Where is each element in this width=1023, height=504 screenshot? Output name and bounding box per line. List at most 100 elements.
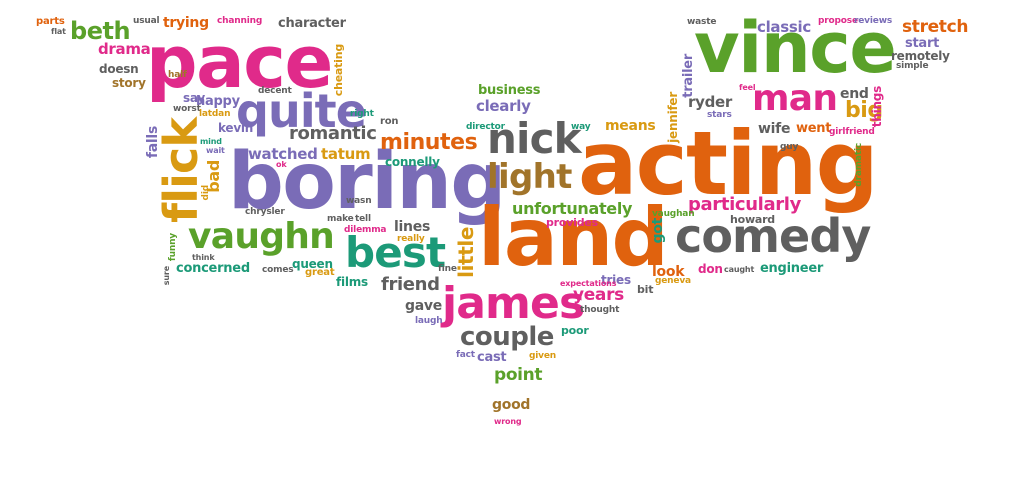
cloud-word-did: did bbox=[201, 185, 211, 201]
cloud-word-friend: friend bbox=[381, 274, 440, 295]
cloud-word-comes: comes bbox=[262, 265, 294, 275]
cloud-word-trying: trying bbox=[163, 15, 209, 31]
cloud-word-happy: happy bbox=[196, 94, 240, 109]
cloud-word-acting: acting bbox=[578, 112, 879, 215]
cloud-word-parts: parts bbox=[36, 16, 65, 27]
cloud-word-clearly: clearly bbox=[476, 97, 531, 115]
cloud-word-mind: mind bbox=[200, 137, 222, 146]
cloud-word-gave: gave bbox=[405, 298, 442, 314]
cloud-word-good: good bbox=[492, 397, 531, 413]
cloud-word-fact: fact bbox=[456, 350, 475, 360]
cloud-word-thought: thought bbox=[580, 305, 620, 315]
cloud-word-classic: classic bbox=[757, 18, 811, 36]
cloud-word-engineer: engineer bbox=[760, 261, 824, 276]
cloud-word-beth: beth bbox=[70, 17, 131, 45]
cloud-word-director: director bbox=[466, 122, 505, 132]
cloud-word-dilemma: dilemma bbox=[344, 225, 387, 235]
cloud-word-half: half bbox=[168, 70, 187, 80]
cloud-word-stars: stars bbox=[707, 110, 732, 120]
cloud-word-films: films bbox=[336, 275, 368, 289]
cloud-word-wife: wife bbox=[758, 121, 791, 137]
cloud-word-girlfriend: girlfriend bbox=[829, 127, 875, 137]
cloud-word-business: business bbox=[478, 83, 541, 98]
cloud-word-vince: vince bbox=[694, 7, 897, 89]
cloud-word-latdan: latdan bbox=[199, 109, 231, 119]
cloud-word-waste: waste bbox=[687, 17, 717, 27]
cloud-word-james: james bbox=[442, 278, 585, 329]
cloud-word-wait: wait bbox=[206, 146, 225, 155]
cloud-word-light: light bbox=[487, 157, 572, 197]
cloud-word-kevin: kevin bbox=[218, 121, 254, 135]
cloud-word-laugh: laugh bbox=[415, 316, 443, 326]
cloud-word-cast: cast bbox=[477, 350, 507, 365]
cloud-word-caught: caught bbox=[724, 265, 755, 274]
cloud-word-think: think bbox=[192, 253, 215, 262]
cloud-word-poor: poor bbox=[561, 324, 589, 337]
cloud-word-boring: boring bbox=[228, 137, 506, 227]
cloud-word-watched: watched bbox=[248, 145, 318, 163]
cloud-word-drama: drama bbox=[98, 40, 151, 58]
cloud-word-comedy: comedy bbox=[675, 209, 871, 263]
cloud-word-jennifer: jennifer bbox=[666, 92, 680, 143]
cloud-word-unfortunately: unfortunately bbox=[512, 199, 633, 218]
cloud-word-story: story bbox=[112, 76, 146, 90]
cloud-word-years: years bbox=[573, 285, 624, 305]
cloud-word-propose: propose bbox=[818, 16, 858, 26]
cloud-word-couple: couple bbox=[460, 322, 554, 352]
cloud-word-expectations: expectations bbox=[560, 279, 617, 288]
cloud-word-got: got bbox=[650, 218, 666, 244]
cloud-word-tries: tries bbox=[601, 273, 631, 287]
cloud-word-howard: howard bbox=[730, 213, 775, 226]
cloud-word-pace: pace bbox=[146, 20, 333, 104]
cloud-word-went: went bbox=[796, 121, 832, 136]
cloud-word-stretch: stretch bbox=[902, 17, 969, 37]
cloud-word-ron: ron bbox=[380, 116, 399, 127]
cloud-word-feel: feel bbox=[739, 83, 756, 92]
cloud-word-particularly: particularly bbox=[688, 194, 801, 215]
cloud-word-ok: ok bbox=[276, 160, 287, 169]
cloud-word-vaughan: vaughan bbox=[652, 209, 695, 219]
cloud-word-little: little bbox=[454, 227, 478, 278]
cloud-word-flick: flick bbox=[154, 118, 208, 223]
cloud-word-quite: quite bbox=[236, 84, 367, 138]
cloud-word-dramatic: dramatic bbox=[854, 143, 864, 187]
cloud-word-things: things bbox=[870, 86, 884, 128]
cloud-word-best: best bbox=[345, 228, 446, 277]
cloud-word-ryder: ryder bbox=[688, 93, 732, 111]
cloud-word-queen: queen bbox=[292, 257, 333, 271]
cloud-word-chrysler: chrysler bbox=[245, 207, 285, 217]
cloud-word-guy: guy bbox=[780, 142, 799, 152]
cloud-word-given: given bbox=[529, 351, 557, 361]
cloud-word-funny: funny bbox=[168, 233, 178, 262]
cloud-word-trailer: trailer bbox=[681, 54, 696, 98]
cloud-word-remotely: remotely bbox=[891, 49, 950, 63]
cloud-word-vaughn: vaughn bbox=[188, 216, 335, 257]
cloud-word-way: way bbox=[571, 122, 591, 132]
cloud-word-simple: simple bbox=[896, 61, 929, 71]
cloud-word-say: say bbox=[183, 91, 205, 105]
cloud-word-nick: nick bbox=[487, 114, 582, 163]
cloud-word-lines: lines bbox=[394, 219, 430, 235]
cloud-word-geneva: geneva bbox=[655, 276, 691, 286]
cloud-word-sure: sure bbox=[162, 266, 171, 286]
cloud-word-big: big bbox=[845, 98, 883, 123]
cloud-word-tatum: tatum bbox=[321, 145, 371, 163]
cloud-word-fine: fine bbox=[438, 264, 457, 274]
cloud-word-man: man bbox=[752, 78, 838, 119]
cloud-word-great: great bbox=[305, 267, 335, 278]
cloud-word-point: point bbox=[494, 365, 543, 385]
cloud-word-channing: channing bbox=[217, 16, 263, 26]
cloud-word-right: right bbox=[350, 109, 374, 119]
cloud-word-flat: flat bbox=[51, 27, 66, 36]
cloud-word-make: make bbox=[327, 214, 354, 224]
cloud-word-start: start bbox=[905, 36, 940, 51]
cloud-word-wrong: wrong bbox=[494, 417, 522, 426]
cloud-word-falls: falls bbox=[145, 126, 161, 159]
cloud-word-worst: worst bbox=[173, 104, 201, 114]
cloud-word-end: end bbox=[840, 86, 869, 102]
cloud-word-land: land bbox=[478, 191, 669, 284]
cloud-word-usual: usual bbox=[133, 16, 160, 26]
cloud-word-bit: bit bbox=[637, 283, 654, 296]
cloud-word-means: means bbox=[605, 118, 656, 134]
cloud-word-concerned: concerned bbox=[176, 261, 250, 276]
